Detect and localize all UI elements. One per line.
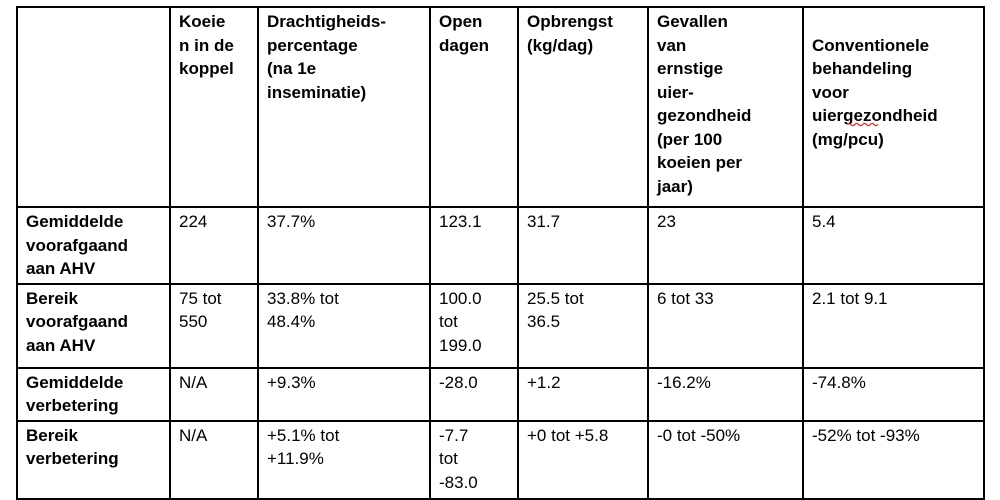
data-cell: N/A [169, 366, 259, 422]
data-cell: 37.7% [257, 206, 431, 285]
header-cell-conventionele-behandeling: Conventionele behandeling voor uiergezon… [802, 6, 985, 208]
data-cell: -16.2% [647, 366, 804, 422]
header-cell-open-dagen: Open dagen [429, 6, 519, 208]
data-cell: 75 tot 550 [169, 282, 259, 369]
table-header-row: Koeie n in de koppel Drachtigheids- perc… [16, 6, 985, 208]
data-cell: -0 tot -50% [647, 419, 804, 500]
data-cell: -52% tot -93% [802, 419, 985, 500]
data-cell: -7.7 tot -83.0 [429, 419, 519, 500]
data-cell: -28.0 [429, 366, 519, 422]
data-cell: +9.3% [257, 366, 431, 422]
table-row: Bereik verbetering N/A +5.1% tot +11.9% … [16, 419, 985, 500]
data-cell: +0 tot +5.8 [517, 419, 649, 500]
data-cell: N/A [169, 419, 259, 500]
results-table: Koeie n in de koppel Drachtigheids- perc… [16, 6, 985, 500]
row-label-bereik-voorafgaand: Bereik voorafgaand aan AHV [16, 282, 171, 369]
table-row: Gemiddelde verbetering N/A +9.3% -28.0 +… [16, 366, 985, 422]
data-cell: 23 [647, 206, 804, 285]
data-cell: 6 tot 33 [647, 282, 804, 369]
data-cell: 33.8% tot 48.4% [257, 282, 431, 369]
data-cell: 123.1 [429, 206, 519, 285]
header-cell-gevallen-uiergezondheid: Gevallen van ernstige uier- gezondheid (… [647, 6, 804, 208]
header-cell-drachtigheidspercentage: Drachtigheids- percentage (na 1e insemin… [257, 6, 431, 208]
row-label-gemiddelde-voorafgaand: Gemiddelde voorafgaand aan AHV [16, 206, 171, 285]
row-label-bereik-verbetering: Bereik verbetering [16, 419, 171, 500]
data-cell: 5.4 [802, 206, 985, 285]
data-cell: 2.1 tot 9.1 [802, 282, 985, 369]
data-cell: 100.0 tot 199.0 [429, 282, 519, 369]
header-cell-opbrengst: Opbrengst (kg/dag) [517, 6, 649, 208]
header-cell-koeien-in-de-koppel: Koeie n in de koppel [169, 6, 259, 208]
data-cell: 31.7 [517, 206, 649, 285]
header-cell-empty [16, 6, 171, 208]
data-cell: 25.5 tot 36.5 [517, 282, 649, 369]
data-cell: 224 [169, 206, 259, 285]
row-label-gemiddelde-verbetering: Gemiddelde verbetering [16, 366, 171, 422]
data-cell: -74.8% [802, 366, 985, 422]
data-cell: +5.1% tot +11.9% [257, 419, 431, 500]
header-label: Conventionele behandeling voor uiergezon… [812, 35, 938, 149]
table-row: Bereik voorafgaand aan AHV 75 tot 550 33… [16, 282, 985, 369]
data-cell: +1.2 [517, 366, 649, 422]
table-row: Gemiddelde voorafgaand aan AHV 224 37.7%… [16, 206, 985, 285]
